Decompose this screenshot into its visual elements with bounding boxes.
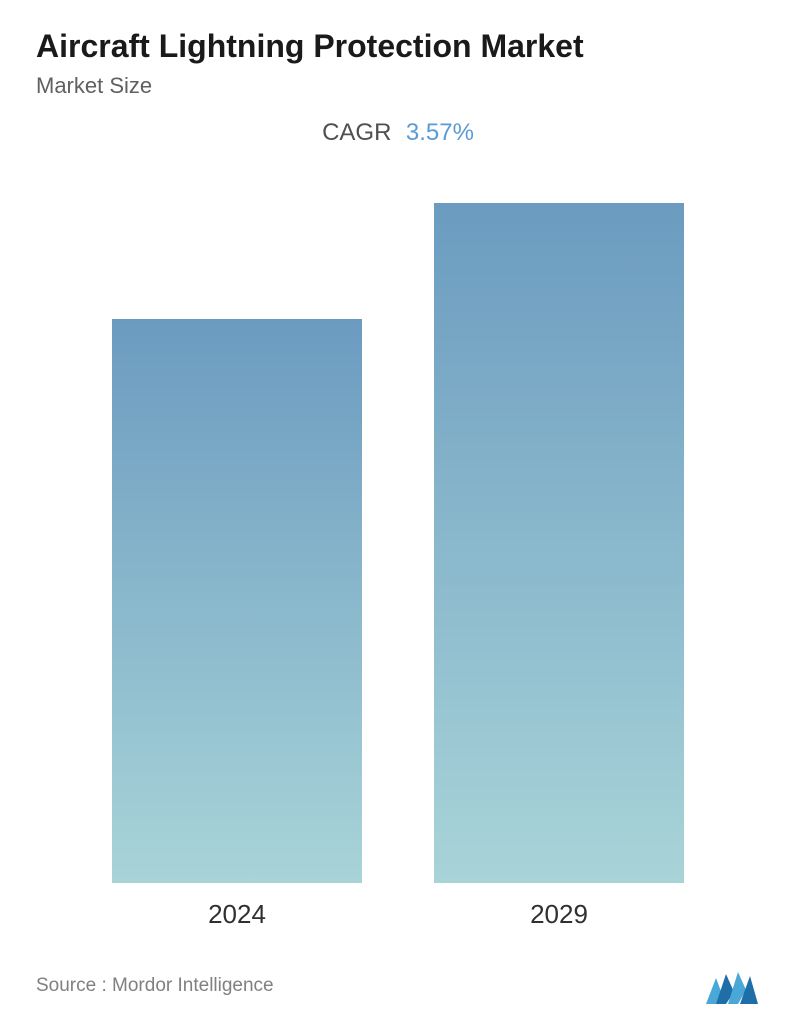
brand-logo-icon	[704, 966, 760, 1006]
chart-container: Aircraft Lightning Protection Market Mar…	[0, 0, 796, 1034]
footer: Source : Mordor Intelligence	[36, 950, 760, 1006]
bar-1	[434, 203, 684, 883]
bar-label-0: 2024	[208, 899, 266, 930]
bar-label-1: 2029	[530, 899, 588, 930]
chart-subtitle: Market Size	[36, 73, 760, 99]
cagr-label: CAGR	[322, 119, 391, 146]
bar-0	[112, 319, 362, 883]
cagr-value: 3.57%	[406, 119, 474, 146]
bar-group-1: 2029	[434, 203, 684, 930]
bar-group-0: 2024	[112, 319, 362, 930]
cagr-row: CAGR 3.57%	[36, 119, 760, 147]
chart-area: 2024 2029	[36, 187, 760, 950]
chart-title: Aircraft Lightning Protection Market	[36, 28, 760, 65]
source-text: Source : Mordor Intelligence	[36, 975, 274, 997]
